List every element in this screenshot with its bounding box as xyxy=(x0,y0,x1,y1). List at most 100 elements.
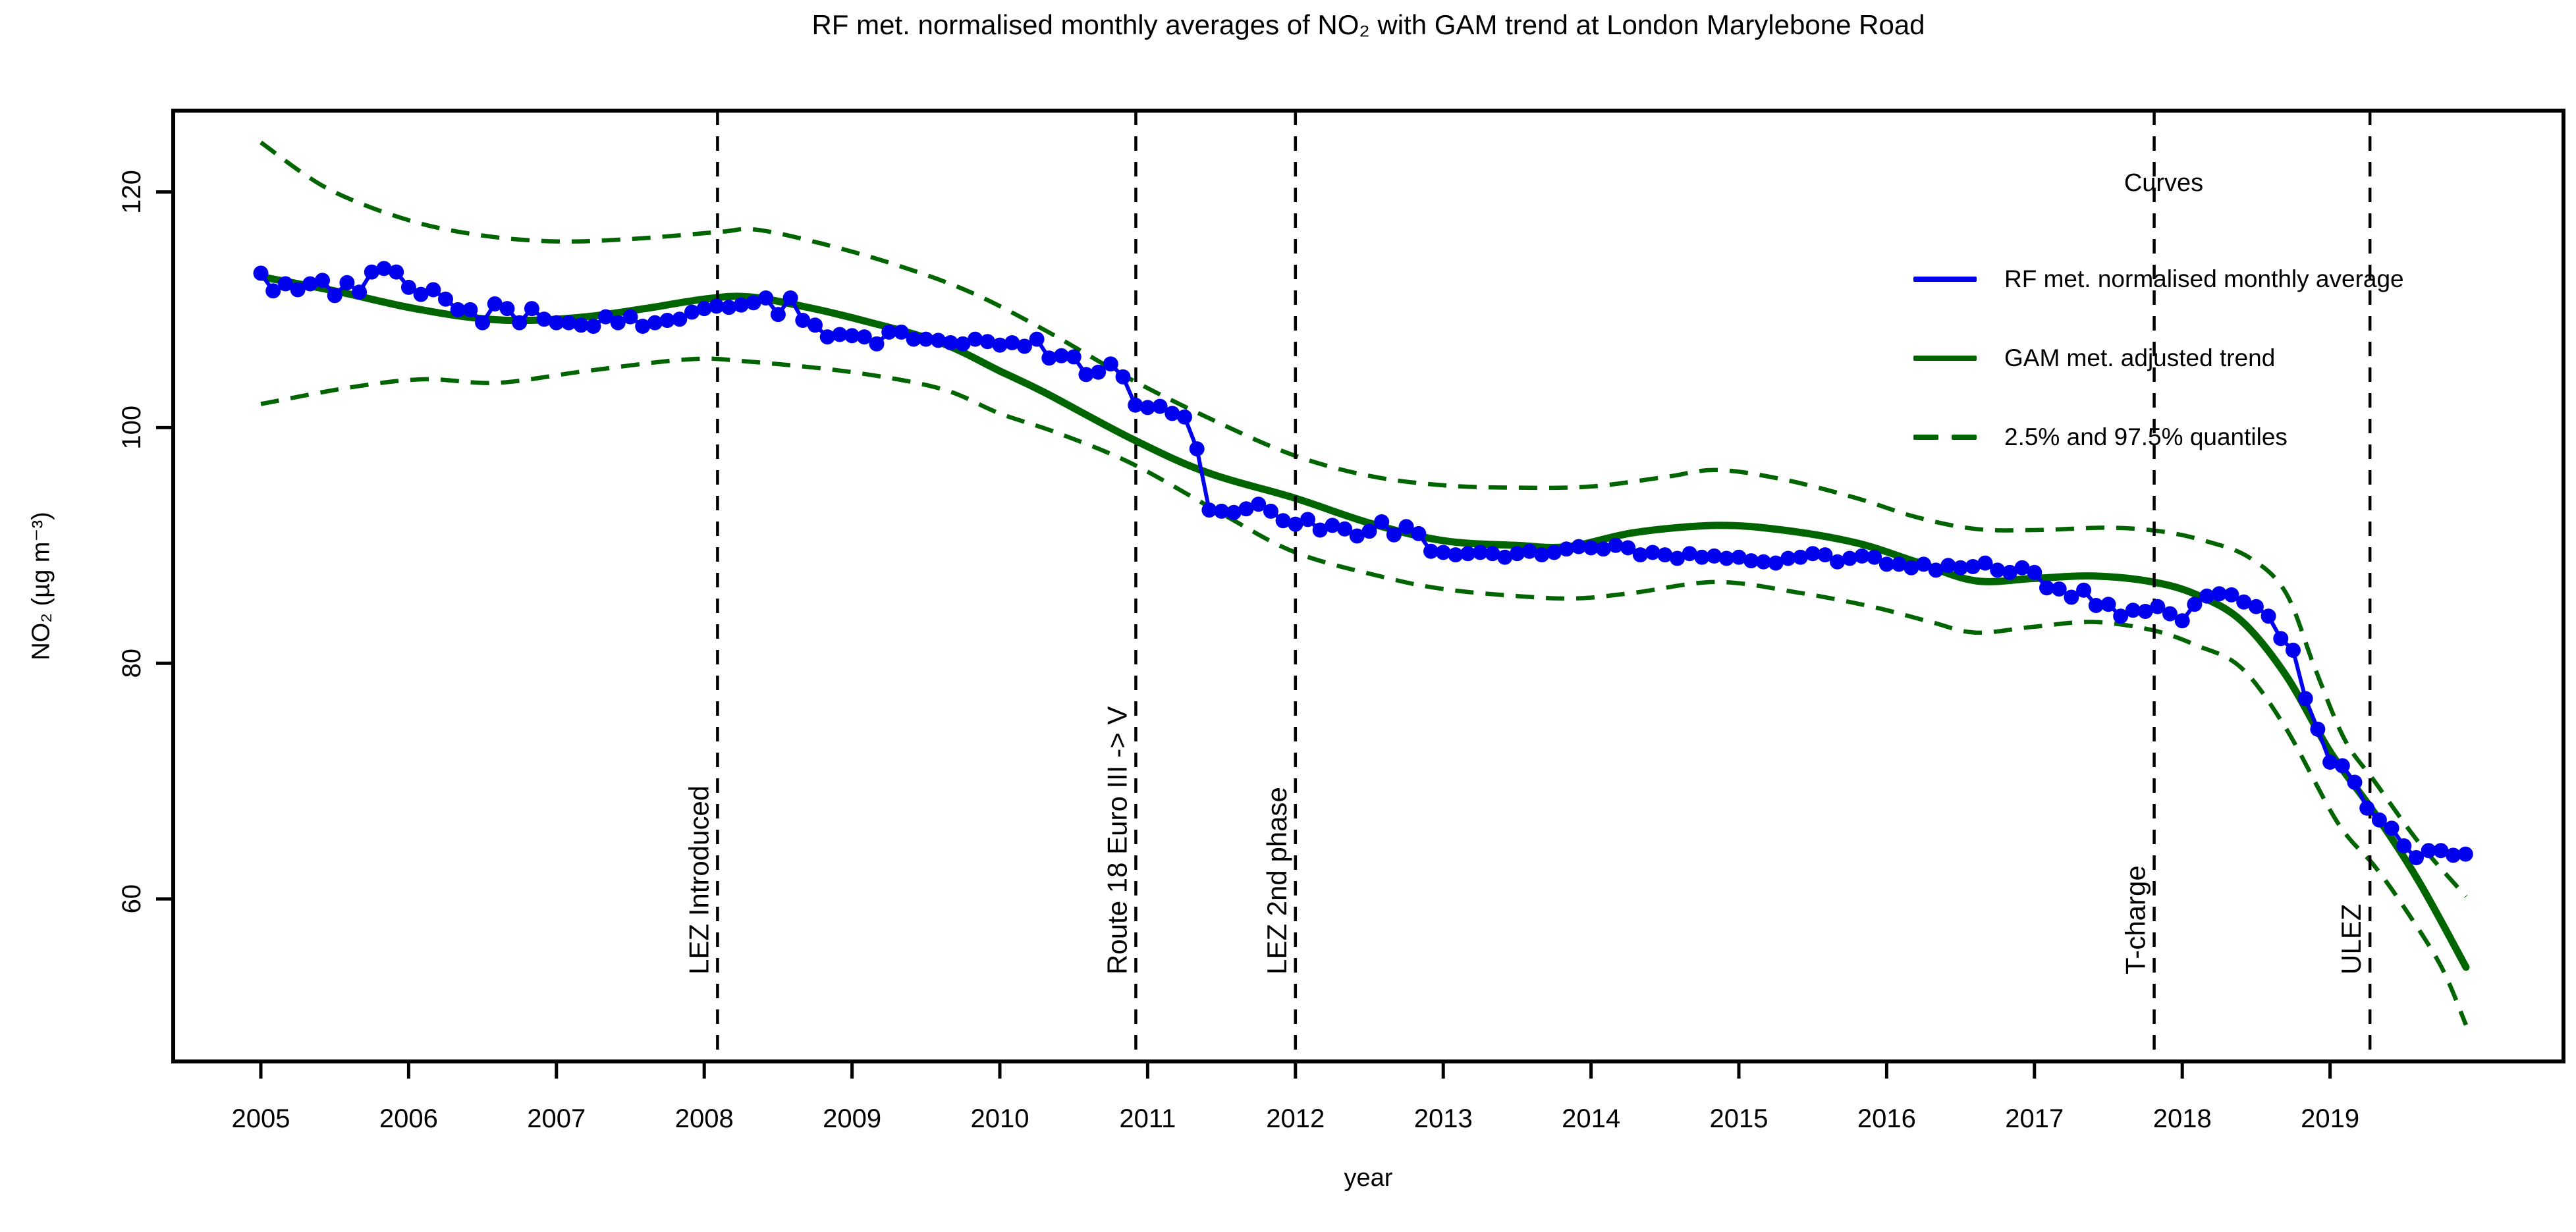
data-point xyxy=(1558,541,1574,557)
data-point xyxy=(1595,541,1611,557)
data-point xyxy=(1707,548,1722,564)
data-point xyxy=(696,301,712,317)
data-point xyxy=(1878,556,1894,572)
x-tick-label: 2005 xyxy=(232,1104,290,1133)
data-point xyxy=(1817,547,1833,563)
data-point xyxy=(2446,847,2461,863)
data-point xyxy=(1251,496,1267,512)
data-point xyxy=(647,315,663,331)
data-point xyxy=(512,315,528,331)
data-point xyxy=(524,301,539,317)
data-point xyxy=(659,313,675,328)
legend-item-label: 2.5% and 97.5% quantiles xyxy=(2004,423,2288,450)
data-point xyxy=(819,329,835,345)
data-point xyxy=(906,331,921,347)
data-point xyxy=(1288,516,1303,532)
data-point xyxy=(1904,560,1919,576)
data-point xyxy=(1374,514,1390,529)
y-axis-label: NO₂ (µg m⁻³) xyxy=(27,512,55,660)
data-point xyxy=(2248,599,2264,614)
data-point xyxy=(1743,553,1759,569)
legend-item: GAM met. adjusted trend xyxy=(1913,319,2506,398)
data-point xyxy=(413,286,429,302)
data-point xyxy=(955,336,971,352)
data-point xyxy=(475,315,491,331)
data-point xyxy=(968,331,983,347)
event-label: LEZ Introduced xyxy=(683,786,714,975)
data-point xyxy=(2076,582,2092,598)
data-point xyxy=(1867,549,1882,565)
x-tick-label: 2009 xyxy=(823,1104,881,1133)
data-point xyxy=(2100,597,2116,612)
data-point xyxy=(1718,550,1734,566)
data-point xyxy=(339,275,355,290)
data-point xyxy=(400,279,416,295)
data-point xyxy=(992,337,1008,353)
data-point xyxy=(2137,604,2153,619)
data-point xyxy=(1177,409,1192,425)
data-point xyxy=(1041,350,1057,366)
data-point xyxy=(2187,597,2203,612)
data-point xyxy=(1214,503,1230,519)
data-point xyxy=(2002,564,2017,580)
data-point xyxy=(2211,586,2227,602)
data-point xyxy=(943,335,958,350)
data-point xyxy=(2088,598,2104,613)
data-point xyxy=(1497,549,1513,565)
x-axis-label: year xyxy=(1344,1164,1393,1192)
data-point xyxy=(573,317,589,333)
data-point xyxy=(1115,369,1131,385)
data-point xyxy=(598,309,614,325)
data-point xyxy=(1965,559,1981,574)
data-point xyxy=(1977,555,1993,571)
data-point xyxy=(1768,555,1784,571)
data-point xyxy=(733,297,749,313)
data-point xyxy=(1547,545,1562,560)
x-tick-label: 2015 xyxy=(1710,1104,1768,1133)
data-point xyxy=(2113,608,2129,624)
data-point xyxy=(1004,335,1020,350)
data-point xyxy=(2273,631,2289,647)
data-point xyxy=(450,302,466,317)
data-point xyxy=(1583,540,1599,556)
data-point xyxy=(1990,562,2006,578)
data-point xyxy=(684,304,699,320)
data-point xyxy=(2297,691,2313,707)
data-point xyxy=(352,284,368,300)
data-point xyxy=(1608,537,1624,553)
data-point xyxy=(1694,549,1710,565)
data-point xyxy=(746,295,761,311)
data-point xyxy=(2334,758,2350,774)
event-label: T-charge xyxy=(2120,865,2151,975)
data-point xyxy=(1398,519,1414,535)
data-point xyxy=(1891,556,1907,572)
legend-rows: RF met. normalised monthly average GAM m… xyxy=(1913,240,2506,477)
data-point xyxy=(425,282,441,298)
legend: Curves RF met. normalised monthly averag… xyxy=(1913,162,2506,477)
data-point xyxy=(1165,406,1180,421)
y-tick-label: 60 xyxy=(117,884,146,914)
data-point xyxy=(808,317,823,333)
data-point xyxy=(2150,599,2166,614)
chart-title: RF met. normalised monthly averages of N… xyxy=(811,9,1925,40)
data-point xyxy=(2224,587,2239,603)
data-point xyxy=(389,264,404,280)
data-point xyxy=(1435,545,1451,560)
x-tick-label: 2016 xyxy=(1857,1104,1916,1133)
legend-title: Curves xyxy=(2124,169,2204,197)
data-point xyxy=(1940,558,1956,574)
data-point xyxy=(844,328,860,344)
data-point xyxy=(782,290,798,306)
data-point xyxy=(1805,546,1821,562)
data-point xyxy=(979,334,995,350)
data-point xyxy=(869,336,885,352)
data-point xyxy=(2125,603,2141,618)
event-label: ULEZ xyxy=(2336,904,2367,975)
event-label: Route 18 Euro III -> V xyxy=(1101,707,1132,975)
data-point xyxy=(2359,800,2375,816)
data-point xyxy=(1842,550,1857,566)
x-tick-label: 2019 xyxy=(2301,1104,2359,1133)
data-point xyxy=(2261,608,2276,624)
data-point xyxy=(1485,546,1500,562)
